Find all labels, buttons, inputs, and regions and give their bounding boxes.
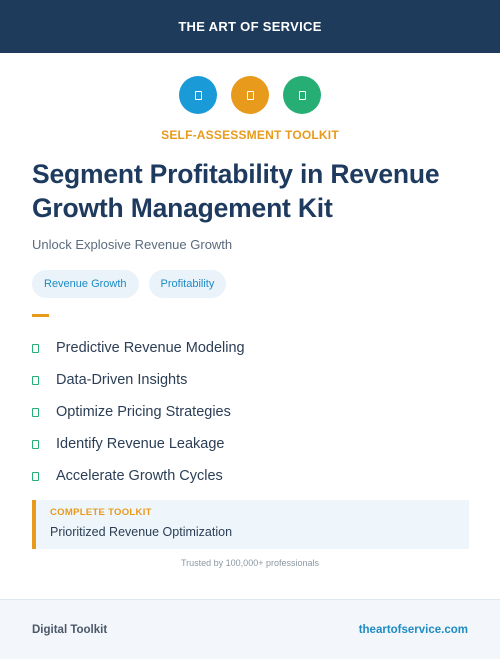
badge-row	[0, 76, 500, 114]
callout-value: Prioritized Revenue Optimization	[50, 525, 233, 539]
checkbox-icon	[32, 375, 39, 385]
list-item: Optimize Pricing Strategies	[32, 396, 472, 428]
document-icon	[298, 90, 306, 100]
toolkit-callout: COMPLETE TOOLKIT Prioritized Revenue Opt…	[32, 500, 469, 549]
list-item: Data-Driven Insights	[32, 364, 472, 396]
tag-revenue-growth: Revenue Growth	[32, 270, 139, 298]
tag-list: Revenue Growth Profitability	[32, 270, 227, 298]
list-item: Predictive Revenue Modeling	[32, 332, 472, 364]
subtitle: Unlock Explosive Revenue Growth	[32, 237, 233, 252]
feature-list: Predictive Revenue Modeling Data-Driven …	[32, 332, 472, 492]
feature-label: Data-Driven Insights	[56, 372, 188, 388]
badge-green	[283, 76, 321, 114]
feature-label: Optimize Pricing Strategies	[56, 404, 231, 420]
accent-divider	[32, 314, 49, 317]
header-bar: THE ART OF SERVICE	[0, 0, 500, 53]
list-item: Identify Revenue Leakage	[32, 428, 472, 460]
badge-blue	[179, 76, 217, 114]
callout-title: COMPLETE TOOLKIT	[50, 507, 152, 518]
checkbox-icon	[32, 471, 39, 481]
feature-label: Identify Revenue Leakage	[56, 436, 225, 452]
document-icon	[194, 90, 202, 100]
footer-label: Digital Toolkit	[32, 623, 108, 636]
footer-link[interactable]: theartofservice.com	[358, 623, 468, 636]
page-title: Segment Profitability in Revenue Growth …	[32, 159, 440, 223]
checkbox-icon	[32, 407, 39, 417]
document-icon	[246, 90, 254, 100]
brand-name: THE ART OF SERVICE	[178, 19, 322, 34]
list-item: Accelerate Growth Cycles	[32, 460, 472, 492]
tag-profitability: Profitability	[148, 270, 227, 298]
checkbox-icon	[32, 439, 39, 449]
trust-note: Trusted by 100,000+ professionals	[180, 558, 319, 568]
feature-label: Predictive Revenue Modeling	[56, 340, 245, 356]
checkbox-icon	[32, 343, 39, 353]
badge-orange	[231, 76, 269, 114]
kicker-label: SELF-ASSESSMENT TOOLKIT	[161, 128, 339, 142]
footer-bar: Digital Toolkit theartofservice.com	[0, 599, 500, 659]
feature-label: Accelerate Growth Cycles	[56, 468, 223, 484]
